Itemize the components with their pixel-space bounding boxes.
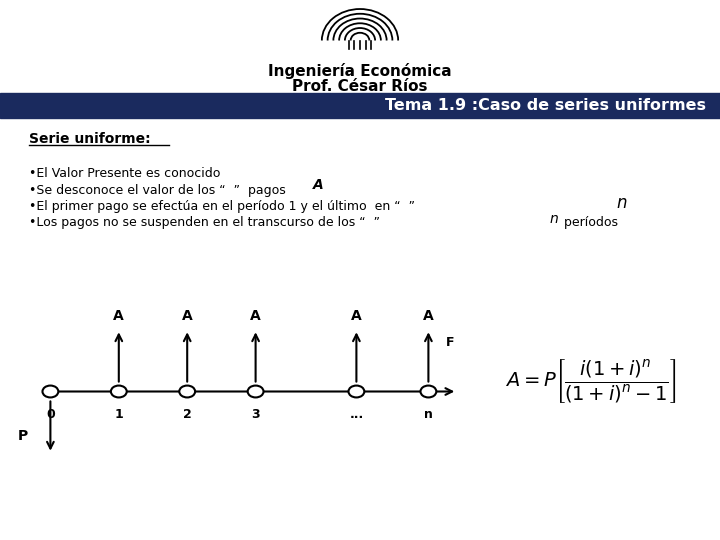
Text: períodos: períodos — [560, 216, 618, 229]
Text: Tema 1.9 :Caso de series uniformes: Tema 1.9 :Caso de series uniformes — [384, 98, 706, 113]
Text: 2: 2 — [183, 408, 192, 421]
Text: •El primer pago se efectúa en el período 1 y el último  en “  ”: •El primer pago se efectúa en el período… — [29, 200, 415, 213]
Text: Prof. César Ríos: Prof. César Ríos — [292, 79, 428, 94]
Circle shape — [42, 386, 58, 397]
Text: n: n — [424, 408, 433, 421]
Text: 0: 0 — [46, 408, 55, 421]
Text: A: A — [423, 309, 433, 323]
Text: 3: 3 — [251, 408, 260, 421]
Text: Serie uniforme:: Serie uniforme: — [29, 132, 150, 146]
Text: $n$: $n$ — [549, 212, 559, 226]
Text: A: A — [313, 178, 324, 192]
Circle shape — [179, 386, 195, 397]
Text: A: A — [351, 309, 361, 323]
Text: Ingeniería Económica: Ingeniería Económica — [268, 63, 452, 79]
Text: $n$: $n$ — [616, 193, 628, 212]
Text: •Se desconoce el valor de los “  ”  pagos: •Se desconoce el valor de los “ ” pagos — [29, 184, 286, 197]
Circle shape — [111, 386, 127, 397]
Circle shape — [348, 386, 364, 397]
Text: •Los pagos no se suspenden en el transcurso de los “  ”: •Los pagos no se suspenden en el transcu… — [29, 216, 380, 229]
Circle shape — [420, 386, 436, 397]
Circle shape — [248, 386, 264, 397]
Text: A: A — [251, 309, 261, 323]
Text: ...: ... — [349, 408, 364, 421]
Text: •El Valor Presente es conocido: •El Valor Presente es conocido — [29, 167, 220, 180]
Text: A: A — [114, 309, 124, 323]
Text: $A = P\left[\dfrac{i(1+i)^n}{(1+i)^n-1}\right]$: $A = P\left[\dfrac{i(1+i)^n}{(1+i)^n-1}\… — [505, 357, 676, 404]
Text: F: F — [446, 336, 454, 349]
Text: A: A — [182, 309, 192, 323]
FancyBboxPatch shape — [0, 93, 720, 118]
Text: 1: 1 — [114, 408, 123, 421]
Text: P: P — [18, 429, 28, 443]
